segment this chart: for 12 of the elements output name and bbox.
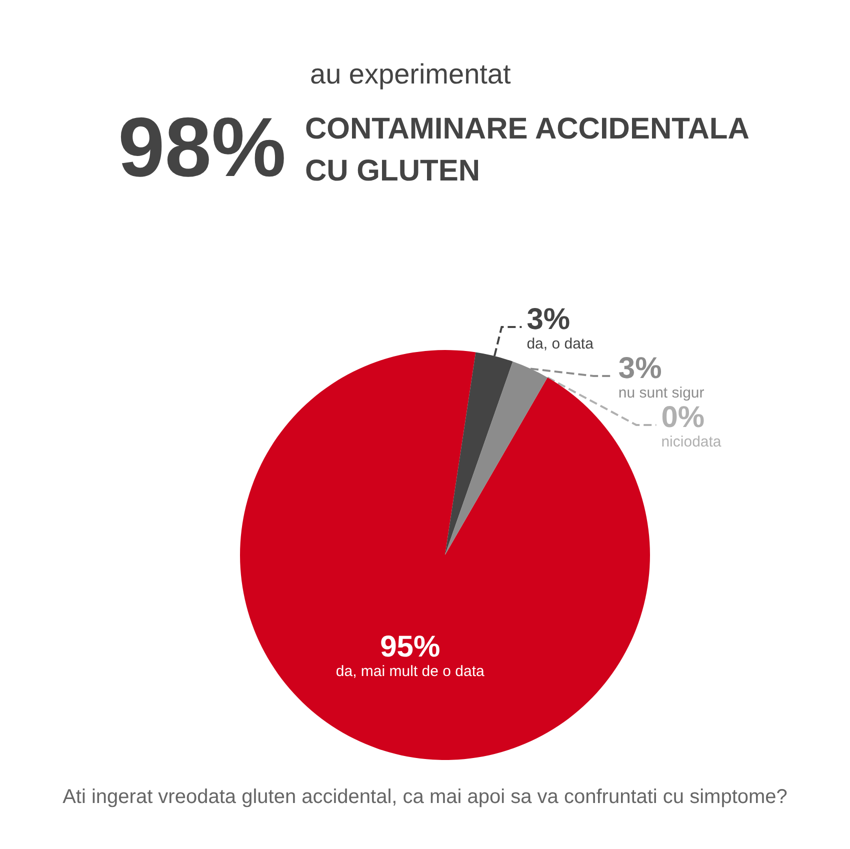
chart-subtitle: au experimentat — [310, 58, 512, 90]
text: 0% — [661, 400, 705, 434]
slice-label: da, mai mult de o data — [336, 663, 485, 680]
data-label: 95% — [380, 630, 440, 664]
category-label: niciodata — [661, 433, 722, 450]
data-label: 3% — [618, 352, 662, 385]
text: Ati ingerat vreodata gluten accidental, ca mai apoi sa va confruntati cu simptome? — [62, 786, 788, 808]
chart-title: CONTAMINARE ACCIDENTALA CU GLUTEN — [305, 112, 750, 188]
text: 98% — [118, 100, 286, 194]
data-label: 3% — [526, 302, 570, 336]
slice-label: nu sunt sigur — [618, 384, 704, 402]
slice-label: da, o data — [526, 335, 594, 352]
